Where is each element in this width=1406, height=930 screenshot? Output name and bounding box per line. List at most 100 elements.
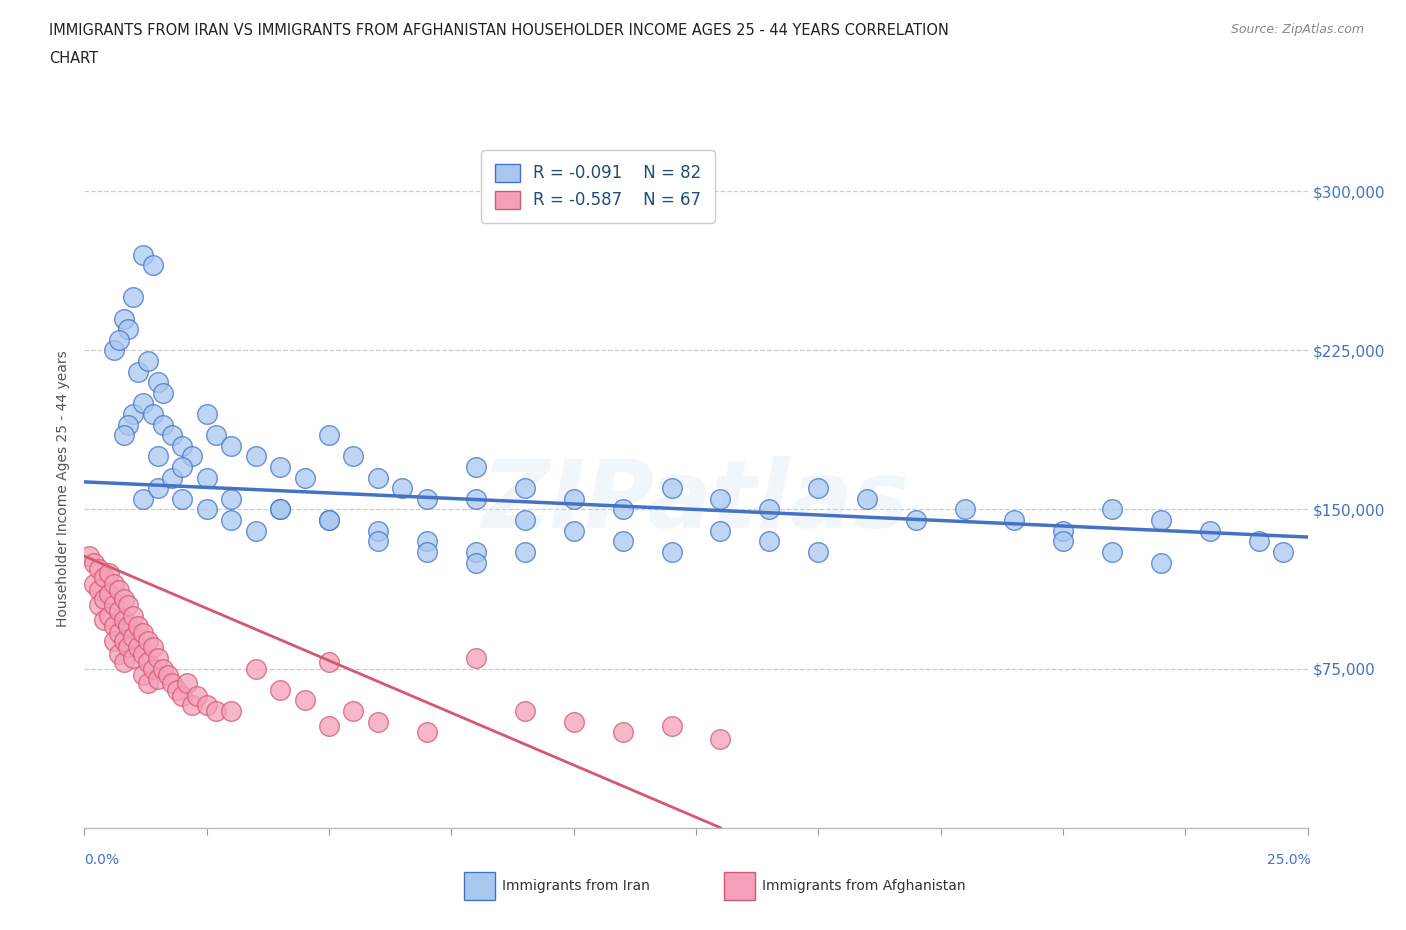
Point [269, 459, 291, 474]
Point [112, 591, 135, 606]
Point [269, 502, 291, 517]
Point [142, 661, 165, 676]
Point [318, 655, 340, 670]
Point [416, 724, 439, 739]
Point [97, 587, 120, 602]
Point [77, 549, 100, 564]
Point [464, 555, 486, 570]
Point [112, 612, 135, 627]
Point [513, 512, 536, 527]
Point [318, 718, 340, 733]
Point [103, 577, 125, 591]
Point [117, 597, 139, 612]
Point [758, 534, 780, 549]
Point [136, 676, 159, 691]
Point [205, 428, 228, 443]
Text: 25.0%: 25.0% [1267, 853, 1310, 868]
Point [195, 502, 218, 517]
Point [953, 502, 976, 517]
Point [172, 438, 194, 453]
Point [807, 481, 830, 496]
Point [83, 555, 105, 570]
Point [807, 544, 830, 559]
Point [122, 406, 145, 421]
Point [146, 651, 169, 666]
Point [107, 582, 129, 598]
Text: Immigrants from Afghanistan: Immigrants from Afghanistan [762, 879, 966, 894]
Point [132, 247, 155, 262]
Point [513, 544, 536, 559]
Point [107, 646, 129, 661]
Point [142, 640, 165, 655]
Point [318, 512, 340, 527]
Point [709, 491, 731, 506]
Point [112, 428, 135, 443]
Point [132, 646, 155, 661]
Legend: R = -0.091    N = 82, R = -0.587    N = 67: R = -0.091 N = 82, R = -0.587 N = 67 [481, 151, 714, 222]
Point [612, 724, 634, 739]
Point [117, 418, 139, 432]
Point [562, 714, 585, 729]
Point [612, 502, 634, 517]
Point [142, 406, 165, 421]
Point [136, 655, 159, 670]
Point [93, 612, 115, 627]
Text: Source: ZipAtlas.com: Source: ZipAtlas.com [1230, 23, 1364, 36]
Point [127, 618, 149, 633]
Point [156, 668, 179, 683]
Point [112, 633, 135, 648]
Point [1101, 544, 1123, 559]
Point [1150, 555, 1173, 570]
Point [661, 718, 683, 733]
Point [127, 365, 149, 379]
Point [146, 671, 169, 686]
Point [318, 428, 340, 443]
Point [93, 591, 115, 606]
Point [117, 618, 139, 633]
Point [146, 449, 169, 464]
Point [142, 258, 165, 272]
Point [219, 512, 242, 527]
Point [136, 353, 159, 368]
Point [103, 618, 125, 633]
Point [122, 630, 145, 644]
Point [146, 481, 169, 496]
Point [107, 625, 129, 640]
Point [132, 491, 155, 506]
Point [97, 608, 120, 623]
Point [122, 608, 145, 623]
Point [152, 418, 174, 432]
Point [162, 428, 184, 443]
Point [856, 491, 879, 506]
Text: ZIPatlas: ZIPatlas [482, 456, 910, 548]
Point [93, 570, 115, 585]
Point [294, 693, 316, 708]
Point [905, 512, 928, 527]
Point [709, 731, 731, 746]
Point [195, 406, 218, 421]
Point [176, 676, 198, 691]
Point [152, 385, 174, 400]
Point [195, 698, 218, 712]
Point [107, 332, 129, 347]
Point [245, 661, 267, 676]
Point [162, 676, 184, 691]
Point [219, 491, 242, 506]
Point [219, 438, 242, 453]
Point [103, 633, 125, 648]
Point [1002, 512, 1025, 527]
Point [661, 481, 683, 496]
Point [416, 491, 439, 506]
Y-axis label: Householder Income Ages 25 - 44 years: Householder Income Ages 25 - 44 years [56, 350, 70, 627]
Point [367, 524, 389, 538]
Point [464, 459, 486, 474]
Point [166, 683, 188, 698]
Point [181, 449, 204, 464]
Point [1101, 502, 1123, 517]
Point [117, 322, 139, 337]
Point [758, 502, 780, 517]
Text: IMMIGRANTS FROM IRAN VS IMMIGRANTS FROM AFGHANISTAN HOUSEHOLDER INCOME AGES 25 -: IMMIGRANTS FROM IRAN VS IMMIGRANTS FROM … [49, 23, 949, 38]
Point [513, 704, 536, 719]
Point [367, 471, 389, 485]
Point [103, 343, 125, 358]
